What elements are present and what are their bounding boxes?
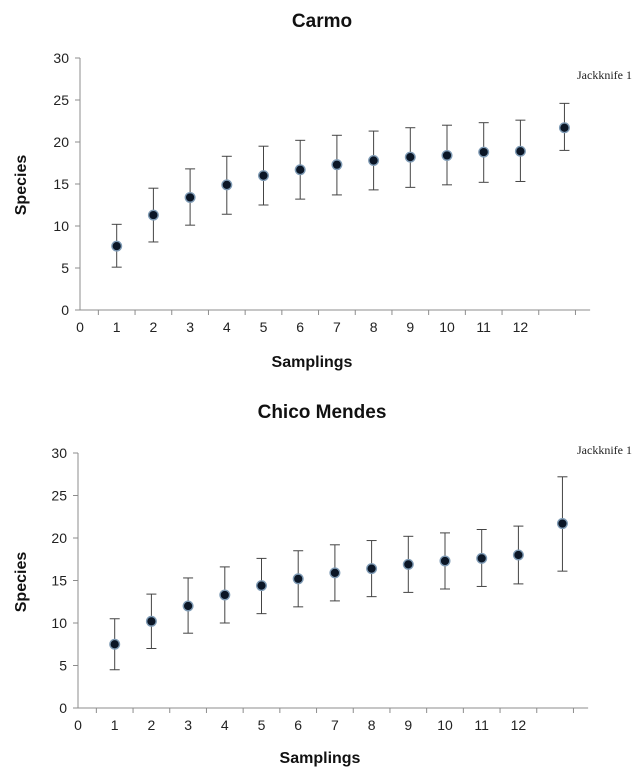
x-tick-label: 5 <box>258 717 266 733</box>
x-tick-label: 3 <box>184 717 192 733</box>
y-tick-label: 0 <box>59 700 67 716</box>
data-point-marker <box>402 558 414 570</box>
data-point-marker <box>219 589 231 601</box>
data-point-marker <box>256 580 268 592</box>
y-tick-label: 0 <box>61 302 69 318</box>
data-point-marker <box>478 146 490 158</box>
data-point-marker <box>441 149 453 161</box>
y-axis-label: Species <box>13 155 30 216</box>
estimator-point-marker <box>558 122 570 134</box>
x-tick-label: 2 <box>148 717 156 733</box>
y-tick-label: 10 <box>53 218 69 234</box>
chart-chico-mendes: Chico Mendes Jackknife 1 Samplings Speci… <box>0 386 635 772</box>
x-tick-label: 11 <box>474 717 489 733</box>
y-tick-label: 30 <box>51 445 67 461</box>
x-tick-label: 11 <box>476 319 491 335</box>
estimator-point-marker <box>556 518 568 530</box>
data-point-marker <box>514 145 526 157</box>
x-tick-label: 1 <box>111 717 119 733</box>
x-tick-label: 8 <box>370 319 378 335</box>
data-point-marker <box>512 549 524 561</box>
data-point-marker <box>331 159 343 171</box>
y-tick-label: 25 <box>53 92 69 108</box>
x-tick-label: 6 <box>296 319 304 335</box>
data-point-marker <box>111 240 123 252</box>
data-point-marker <box>292 573 304 585</box>
x-tick-label: 9 <box>404 717 412 733</box>
x-tick-label: 10 <box>439 319 455 335</box>
estimator-label: Jackknife 1 <box>577 68 632 82</box>
chart-svg: Chico Mendes Jackknife 1 Samplings Speci… <box>13 402 632 767</box>
x-tick-label: 3 <box>186 319 194 335</box>
data-point-marker <box>368 154 380 166</box>
x-tick-label: 4 <box>223 319 231 335</box>
data-point-marker <box>439 555 451 567</box>
y-tick-label: 15 <box>53 176 69 192</box>
x-tick-label: 7 <box>331 717 339 733</box>
x-tick-label: 0 <box>74 717 82 733</box>
chart-title: Chico Mendes <box>258 402 387 423</box>
data-point-marker <box>476 552 488 564</box>
data-point-marker <box>184 191 196 203</box>
data-point-marker <box>147 209 159 221</box>
x-tick-label: 12 <box>513 319 529 335</box>
data-point-marker <box>329 567 341 579</box>
x-tick-label: 7 <box>333 319 341 335</box>
x-tick-label: 0 <box>76 319 84 335</box>
y-tick-label: 5 <box>61 260 69 276</box>
y-tick-label: 20 <box>53 134 69 150</box>
x-tick-label: 12 <box>511 717 527 733</box>
y-tick-label: 15 <box>51 573 67 589</box>
x-tick-label: 9 <box>406 319 414 335</box>
y-tick-label: 20 <box>51 530 67 546</box>
x-tick-label: 10 <box>437 717 453 733</box>
data-point-marker <box>404 151 416 163</box>
x-axis-label: Samplings <box>272 354 353 371</box>
x-tick-label: 8 <box>368 717 376 733</box>
data-point-marker <box>145 615 157 627</box>
data-point-marker <box>258 170 270 182</box>
estimator-label: Jackknife 1 <box>577 443 632 457</box>
x-tick-label: 4 <box>221 717 229 733</box>
x-tick-label: 2 <box>150 319 158 335</box>
x-axis-label: Samplings <box>280 750 361 767</box>
y-tick-label: 25 <box>51 488 67 504</box>
data-point-marker <box>221 179 233 191</box>
y-tick-label: 5 <box>59 658 67 674</box>
y-axis-label: Species <box>13 552 30 613</box>
data-point-marker <box>109 638 121 650</box>
data-point-marker <box>294 164 306 176</box>
x-tick-label: 5 <box>260 319 268 335</box>
chart-title: Carmo <box>292 11 352 32</box>
data-point-marker <box>366 563 378 575</box>
y-tick-label: 30 <box>53 50 69 66</box>
x-tick-label: 6 <box>294 717 302 733</box>
y-tick-label: 10 <box>51 615 67 631</box>
chart-svg: Carmo Jackknife 1 Samplings Species 0510… <box>13 11 632 371</box>
x-tick-label: 1 <box>113 319 121 335</box>
data-point-marker <box>182 600 194 612</box>
chart-carmo: Carmo Jackknife 1 Samplings Species 0 5 10… <box>13 11 632 371</box>
